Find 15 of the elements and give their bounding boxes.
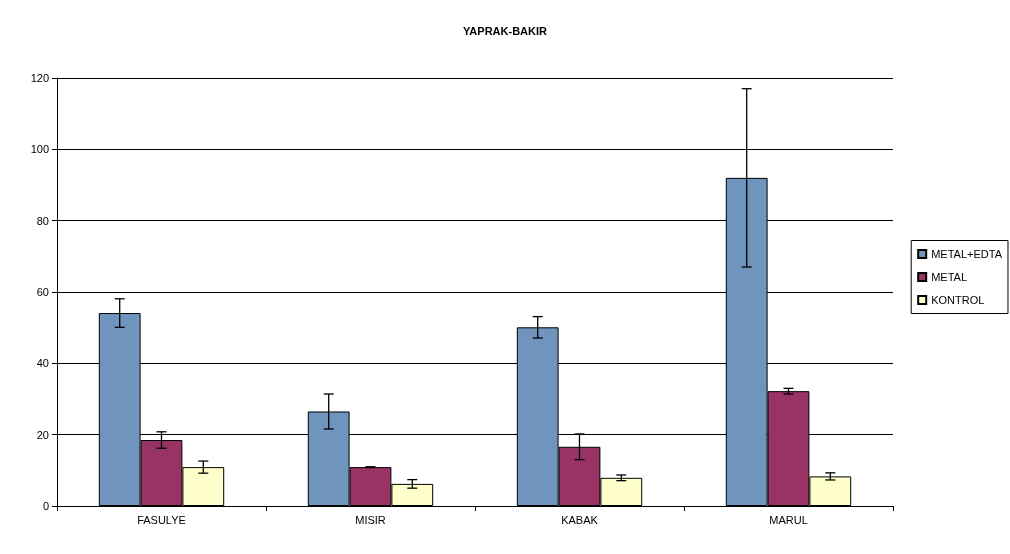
legend-label: METAL+EDTA bbox=[931, 248, 1003, 260]
x-tick-label: FASULYE bbox=[137, 513, 186, 526]
legend-label: KONTROL bbox=[931, 294, 985, 306]
y-tick-label: 60 bbox=[36, 286, 49, 298]
x-tick-label: MISIR bbox=[355, 513, 386, 526]
y-tick-label: 80 bbox=[36, 214, 49, 227]
y-tick-label: 100 bbox=[30, 143, 49, 156]
x-tick-label: MARUL bbox=[769, 513, 808, 526]
x-tick-label: KABAK bbox=[561, 513, 599, 526]
y-tick-label: 0 bbox=[42, 500, 49, 512]
chart-title: YAPRAK-BAKIR bbox=[463, 24, 548, 37]
y-tick-label: 40 bbox=[36, 357, 49, 370]
legend-label: METAL bbox=[931, 271, 968, 283]
y-tick-label: 20 bbox=[36, 428, 49, 441]
y-tick-label: 120 bbox=[30, 72, 49, 84]
